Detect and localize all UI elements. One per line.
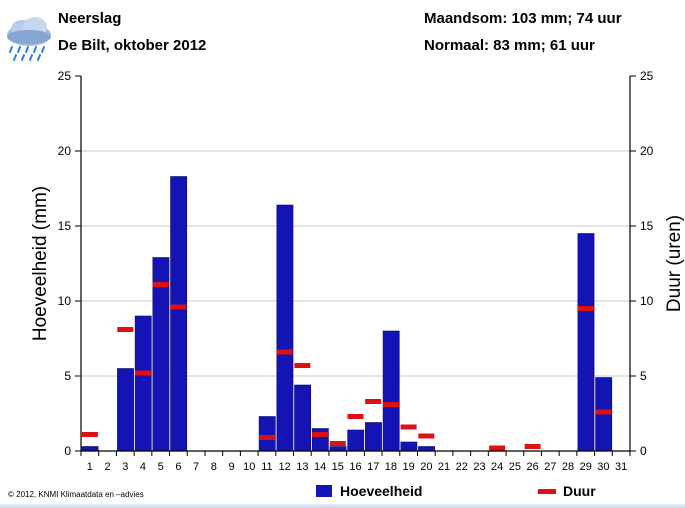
x-tick-label: 16: [349, 461, 361, 473]
bottom-divider: [0, 504, 685, 508]
duration-marker-30: [595, 409, 612, 415]
rain-cloud-icon: [2, 13, 56, 63]
bar-18: [382, 330, 400, 452]
y-tick-label-left: 5: [64, 369, 71, 383]
bar-16: [347, 429, 365, 452]
x-tick-label: 23: [473, 461, 485, 473]
x-tick-label: 13: [296, 461, 308, 473]
x-tick-label: 6: [175, 461, 181, 473]
duration-marker-26: [524, 444, 541, 449]
bar-13: [294, 384, 312, 452]
y-tick-label-right: 5: [640, 369, 647, 383]
y-tick-label-right: 25: [640, 69, 654, 83]
chart-subtitle: De Bilt, oktober 2012: [58, 37, 207, 54]
bar-12: [276, 204, 294, 452]
duration-marker-14: [312, 432, 329, 437]
x-tick-label: 17: [367, 461, 379, 473]
x-tick-label: 15: [332, 461, 344, 473]
y-tick-label-left: 10: [58, 294, 72, 308]
x-tick-label: 21: [438, 461, 450, 473]
copyright-credit: © 2012, KNMI Klimaatdata en –advies: [8, 490, 144, 499]
bar-29: [577, 233, 595, 452]
duration-marker-6: [170, 304, 187, 310]
bar-1: [81, 446, 99, 452]
normal-total: Normaal: 83 mm; 61 uur: [424, 37, 595, 54]
chart-title: Neerslag: [58, 10, 122, 27]
bar-20: [418, 446, 435, 452]
x-tick-label: 7: [193, 461, 199, 473]
y-tick-label-left: 20: [58, 144, 72, 158]
x-tick-label: 27: [544, 461, 556, 473]
duration-marker-13: [294, 363, 311, 368]
bar-14: [311, 428, 329, 452]
x-tick-label: 25: [509, 461, 521, 473]
y-tick-label-right: 10: [640, 294, 654, 308]
duration-marker-29: [577, 306, 594, 311]
duration-marker-5: [152, 282, 169, 287]
x-tick-label: 11: [261, 461, 272, 473]
bar-6: [170, 176, 188, 452]
duration-marker-16: [347, 414, 364, 419]
bar-17: [365, 422, 382, 452]
x-tick-label: 1: [87, 461, 93, 473]
y-tick-label-right: 15: [640, 219, 654, 233]
x-tick-label: 4: [140, 461, 146, 473]
legend-label-duur: Duur: [563, 483, 596, 499]
y-tick-label-left: 25: [58, 69, 72, 83]
x-tick-label: 14: [314, 461, 326, 473]
duration-marker-24: [489, 445, 506, 451]
duration-marker-3: [117, 327, 134, 332]
bar-15: [329, 446, 347, 452]
x-tick-label: 29: [580, 461, 592, 473]
duration-marker-19: [400, 424, 417, 430]
legend-swatch-duur: [538, 489, 556, 494]
x-tick-label: 8: [211, 461, 217, 473]
duration-marker-12: [276, 349, 293, 355]
bar-4: [134, 315, 152, 452]
y-tick-label-left: 0: [64, 444, 71, 458]
bar-19: [400, 441, 418, 452]
x-tick-label: 5: [158, 461, 164, 473]
duration-marker-1: [81, 432, 98, 437]
duration-marker-20: [418, 433, 435, 439]
duration-marker-11: [258, 435, 275, 440]
legend-swatch-hoeveelheid: [316, 485, 332, 497]
x-tick-label: 28: [562, 461, 574, 473]
duration-marker-15: [329, 441, 346, 446]
y-tick-label-left: 15: [58, 219, 72, 233]
x-tick-label: 19: [403, 461, 415, 473]
x-tick-label: 24: [491, 461, 503, 473]
y-axis-label-right: Duur (uren): [664, 215, 685, 312]
x-tick-label: 2: [105, 461, 111, 473]
duration-marker-17: [365, 399, 382, 404]
y-tick-label-right: 0: [640, 444, 647, 458]
legend-label-hoeveelheid: Hoeveelheid: [340, 483, 423, 499]
x-tick-label: 18: [385, 461, 397, 473]
x-tick-label: 26: [526, 461, 538, 473]
x-tick-label: 22: [456, 461, 468, 473]
x-tick-label: 31: [615, 461, 627, 473]
x-tick-label: 20: [420, 461, 432, 473]
bar-3: [117, 368, 134, 452]
x-tick-label: 30: [597, 461, 609, 473]
bar-11: [258, 416, 276, 452]
duration-marker-4: [134, 370, 151, 376]
monthly-total: Maandsom: 103 mm; 74 uur: [424, 10, 622, 27]
x-tick-label: 12: [279, 461, 291, 473]
y-axis-label-left: Hoeveelheid (mm): [30, 186, 51, 341]
duration-marker-18: [382, 402, 399, 407]
x-tick-label: 3: [122, 461, 128, 473]
x-tick-label: 9: [228, 461, 234, 473]
x-tick-label: 10: [243, 461, 255, 473]
y-tick-label-right: 20: [640, 144, 654, 158]
